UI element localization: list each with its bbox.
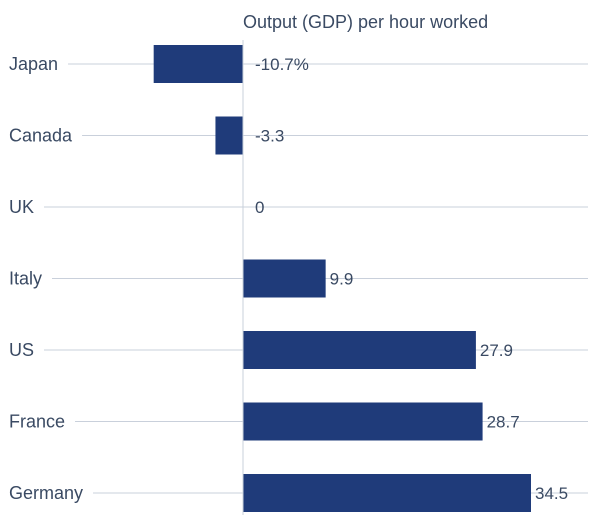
category-label-us: US [9, 340, 34, 360]
chart-title: Output (GDP) per hour worked [243, 12, 488, 32]
value-label-us: 27.9 [480, 341, 513, 360]
bar-france [243, 402, 483, 441]
value-label-italy: 9.9 [330, 270, 354, 289]
category-label-france: France [9, 412, 65, 432]
bars [153, 45, 531, 512]
category-label-germany: Germany [9, 483, 83, 503]
bar-germany [243, 474, 531, 512]
value-labels: -10.7% -3.3 0 9.9 27.9 28.7 34.5 [255, 55, 568, 503]
category-label-uk: UK [9, 197, 34, 217]
category-labels: Japan Canada UK Italy US France Germany [9, 54, 83, 503]
category-label-japan: Japan [9, 54, 58, 74]
value-label-uk: 0 [255, 198, 264, 217]
category-label-italy: Italy [9, 269, 42, 289]
bar-us [243, 331, 476, 369]
bar-italy [243, 259, 326, 298]
value-label-germany: 34.5 [535, 484, 568, 503]
bar-japan [153, 45, 243, 83]
value-label-canada: -3.3 [255, 127, 284, 146]
category-label-canada: Canada [9, 126, 73, 146]
value-label-japan: -10.7% [255, 55, 309, 74]
value-label-france: 28.7 [487, 413, 520, 432]
bar-canada [215, 116, 243, 155]
